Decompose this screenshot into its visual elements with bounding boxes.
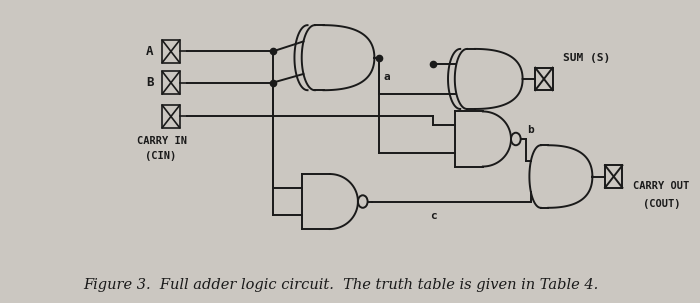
Text: (CIN): (CIN) [145,152,176,161]
Text: CARRY OUT: CARRY OUT [633,181,690,191]
Text: (COUT): (COUT) [643,198,680,208]
Text: Figure 3.  Full adder logic circuit.  The truth table is given in Table 4.: Figure 3. Full adder logic circuit. The … [83,278,598,291]
Text: SUM (S): SUM (S) [564,53,610,63]
Text: c: c [430,211,438,221]
Bar [536,68,552,90]
Bar [605,165,622,188]
Text: b: b [528,125,534,135]
Bar [162,72,180,94]
Text: a: a [383,72,390,82]
Text: CARRY IN: CARRY IN [137,136,187,146]
Text: B: B [146,76,153,89]
Bar [162,40,180,63]
Bar [162,105,180,128]
Text: A: A [146,45,153,58]
